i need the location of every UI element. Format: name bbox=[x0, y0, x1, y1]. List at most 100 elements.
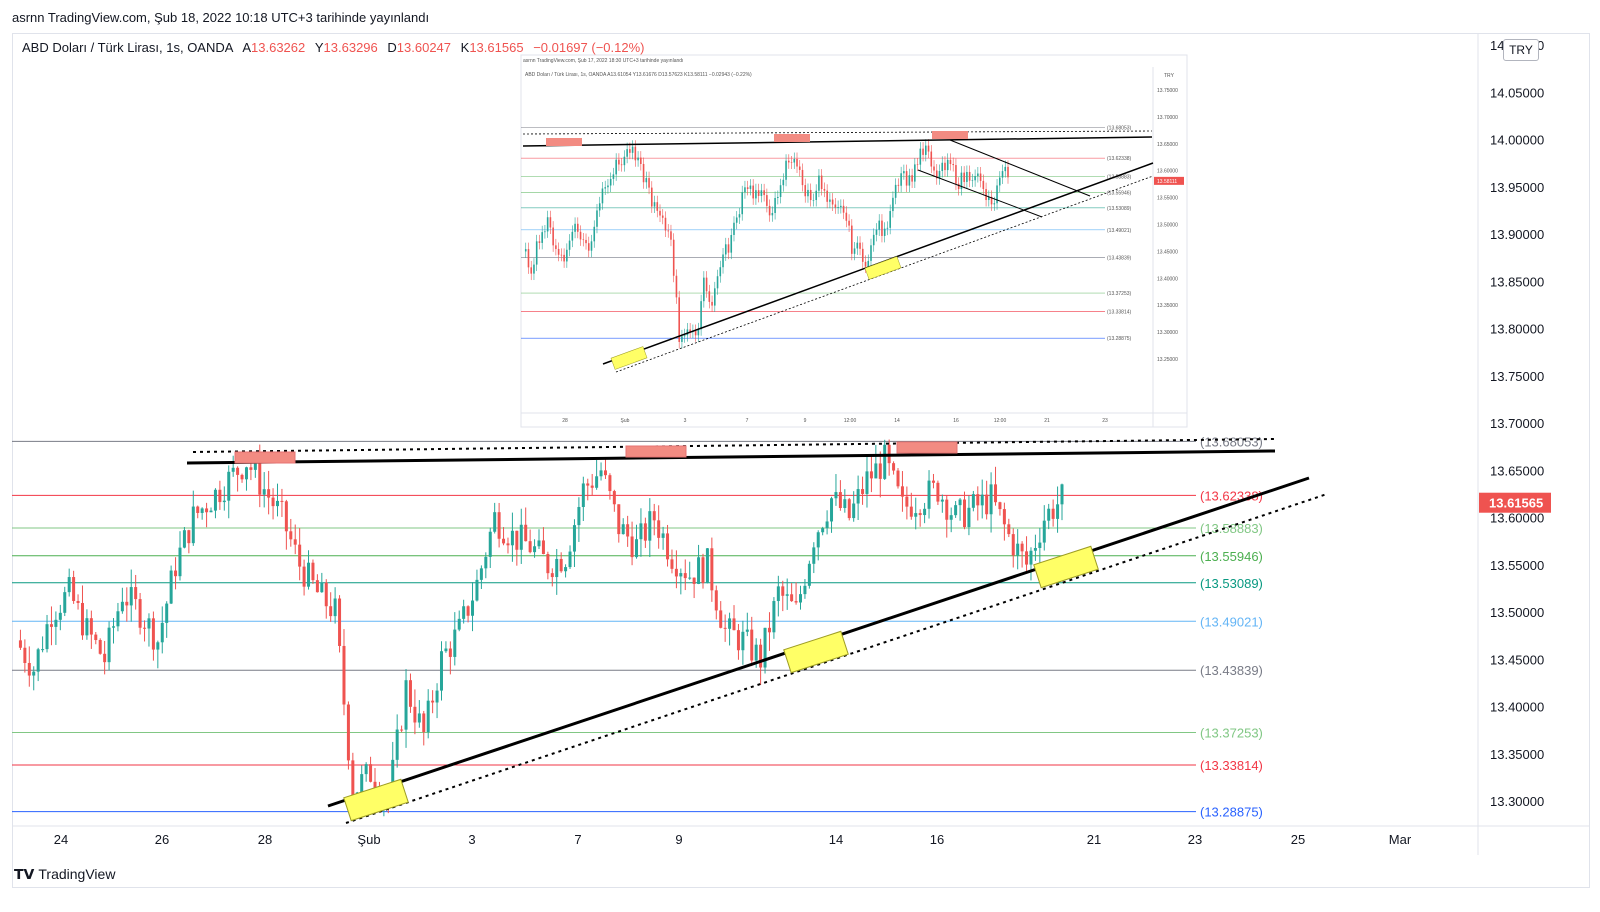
inset-candle-body bbox=[889, 211, 891, 228]
fib-level-label: (13.55946) bbox=[1200, 549, 1263, 564]
candle-body bbox=[249, 467, 253, 470]
candle-body bbox=[763, 627, 767, 668]
inset-candle-body bbox=[785, 160, 787, 180]
inset-candle-body bbox=[840, 205, 842, 207]
inset-candle-body bbox=[749, 185, 752, 189]
candle-body bbox=[280, 500, 284, 502]
candle-body bbox=[896, 470, 900, 487]
candle-body bbox=[856, 489, 860, 504]
candle-body bbox=[630, 536, 634, 558]
currency-button[interactable]: TRY bbox=[1503, 39, 1539, 61]
close-value: 13.61565 bbox=[469, 40, 524, 55]
inset-candle-body bbox=[796, 158, 798, 167]
candle-body bbox=[745, 629, 749, 632]
candle-body bbox=[289, 531, 293, 540]
inset-candle-body bbox=[859, 242, 861, 249]
y-tick-label: 13.85000 bbox=[1490, 274, 1544, 289]
candle-body bbox=[524, 524, 528, 542]
candle-body bbox=[838, 492, 842, 509]
inset-x-tick: 28 bbox=[562, 418, 568, 424]
candle-body bbox=[679, 573, 683, 577]
candle-body bbox=[200, 508, 204, 513]
inset-candle-body bbox=[823, 188, 826, 191]
inset-candle-body bbox=[864, 261, 867, 267]
inset-level-label: (13.62338) bbox=[1107, 156, 1132, 162]
inset-resistance-zone bbox=[932, 131, 968, 139]
candle-body bbox=[307, 562, 311, 587]
inset-candle-body bbox=[535, 241, 538, 265]
candle-body bbox=[116, 611, 120, 627]
inset-candle-body bbox=[568, 240, 571, 250]
candle-body bbox=[236, 467, 240, 475]
candle-body bbox=[736, 630, 740, 651]
tradingview-logo[interactable]: 𝗧𝗩 TradingView bbox=[14, 866, 115, 883]
inset-candle-body bbox=[571, 231, 574, 241]
candle-body bbox=[466, 606, 470, 616]
candle-body bbox=[852, 503, 856, 519]
inset-candle-body bbox=[697, 329, 700, 336]
candle-body bbox=[799, 594, 802, 603]
inset-candle-body bbox=[574, 223, 576, 232]
candle-body bbox=[1042, 520, 1046, 543]
inset-candle-body bbox=[714, 288, 716, 306]
candle-body bbox=[240, 474, 244, 480]
inset-candle-body bbox=[563, 254, 565, 262]
inset-candle-body bbox=[831, 199, 834, 205]
symbol-name[interactable]: ABD Doları / Türk Lirası, 1s, OANDA bbox=[22, 40, 233, 55]
inset-candle-body bbox=[689, 329, 691, 332]
candle-body bbox=[426, 700, 430, 733]
candle-body bbox=[847, 499, 851, 519]
candle-body bbox=[1007, 524, 1011, 535]
inset-triangle-upper bbox=[949, 139, 1091, 197]
inset-candle-body bbox=[746, 187, 749, 189]
candle-body bbox=[178, 547, 182, 577]
candle-body bbox=[581, 483, 585, 508]
inset-candle-body bbox=[960, 172, 963, 190]
candle-body bbox=[741, 631, 745, 651]
candle-body bbox=[302, 566, 306, 587]
candle-body bbox=[723, 627, 727, 629]
y-tick-label: 13.95000 bbox=[1490, 180, 1544, 195]
candle-body bbox=[936, 482, 940, 502]
inset-candle-body bbox=[585, 239, 587, 244]
inset-candle-body bbox=[708, 291, 711, 302]
candle-body bbox=[457, 618, 461, 630]
candle-body bbox=[945, 499, 949, 520]
inset-candle-body bbox=[703, 277, 705, 302]
candle-body bbox=[794, 601, 798, 603]
candle-body bbox=[54, 619, 58, 627]
inset-level-label: (13.33814) bbox=[1107, 310, 1132, 316]
candle-body bbox=[271, 497, 275, 507]
candle-body bbox=[453, 629, 457, 657]
inset-resistance-zone bbox=[546, 138, 582, 146]
x-tick-label: 28 bbox=[258, 832, 272, 847]
inset-candle-body bbox=[998, 177, 1001, 186]
inset-candle-body bbox=[779, 185, 782, 197]
candle-body bbox=[218, 489, 222, 503]
inset-candle-body bbox=[1004, 166, 1007, 172]
inset-candle-body bbox=[678, 297, 680, 342]
inset-x-tick: 14 bbox=[894, 418, 900, 424]
candle-body bbox=[196, 506, 200, 513]
inset-candle-body bbox=[979, 173, 982, 181]
candle-body bbox=[555, 558, 559, 578]
inset-candle-body bbox=[524, 249, 527, 252]
candle-body bbox=[497, 512, 501, 539]
candle-body bbox=[595, 476, 599, 488]
candle-body bbox=[714, 590, 718, 611]
inset-candle-body bbox=[941, 162, 944, 171]
candle-body bbox=[590, 485, 594, 488]
inset-candle-body bbox=[938, 170, 941, 179]
inset-candle-body bbox=[659, 210, 661, 216]
inset-candle-body bbox=[590, 241, 593, 251]
candle-body bbox=[18, 640, 22, 648]
inset-x-tick: Şub bbox=[621, 418, 630, 424]
inset-screenshot bbox=[520, 54, 1188, 428]
inset-candle-body bbox=[974, 176, 976, 181]
inset-candle-body bbox=[582, 239, 585, 241]
inset-candle-body bbox=[897, 184, 900, 186]
inset-y-tick: 13.75000 bbox=[1157, 88, 1178, 94]
candle-body bbox=[147, 618, 151, 629]
inset-candle-body bbox=[735, 217, 738, 223]
